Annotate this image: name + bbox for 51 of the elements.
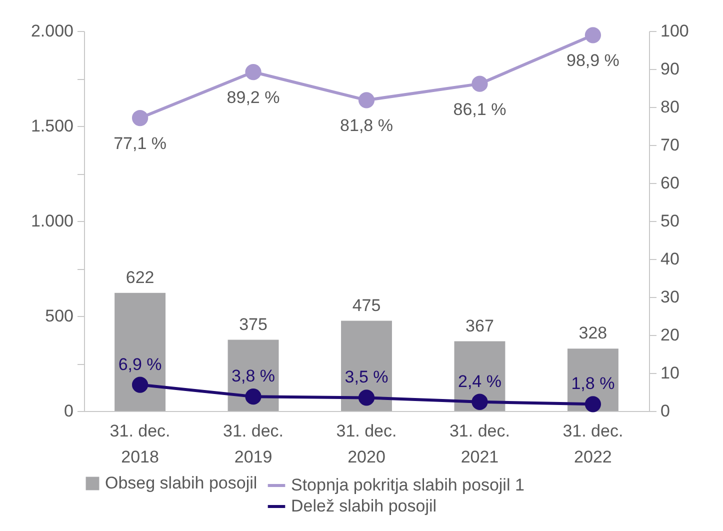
point bbox=[472, 76, 488, 92]
legend-label: Delež slabih posojil bbox=[291, 496, 437, 516]
point bbox=[245, 388, 262, 405]
y2-tick-label: 0 bbox=[660, 402, 670, 420]
data-label: 77,1 % bbox=[114, 134, 167, 154]
y-tick-label: 500 bbox=[45, 306, 74, 326]
point bbox=[358, 390, 375, 406]
y-tick-label: 1.000 bbox=[30, 212, 74, 230]
data-label: 328 bbox=[578, 324, 608, 343]
point bbox=[472, 394, 488, 410]
data-label: 6,9 % bbox=[118, 354, 162, 374]
data-label: 375 bbox=[239, 314, 268, 334]
x-tick-label: 31. dec. 2022 bbox=[562, 422, 624, 466]
data-label: 81,8 % bbox=[340, 116, 393, 136]
legend-label: Obseg slabih posojil bbox=[105, 474, 258, 492]
y2-tick-label: 90 bbox=[660, 60, 680, 78]
y2-tick-label: 80 bbox=[660, 98, 680, 116]
y-tick-label: 0 bbox=[64, 402, 74, 420]
point bbox=[584, 27, 602, 44]
point bbox=[245, 64, 262, 80]
y2-tick-label: 40 bbox=[660, 250, 680, 268]
y-tick-label: 1.500 bbox=[30, 116, 74, 136]
x-tick-label: 31. dec. 2020 bbox=[336, 422, 397, 466]
x-tick-label: 31. dec. 2019 bbox=[223, 422, 284, 466]
data-label: 367 bbox=[466, 316, 494, 336]
y2-tick-label: 20 bbox=[660, 326, 680, 344]
data-label: 3,8 % bbox=[232, 366, 276, 386]
y2-tick-label: 60 bbox=[660, 174, 680, 192]
data-label: 3,5 % bbox=[344, 368, 388, 387]
x-tick-label: 31. dec. 2021 bbox=[449, 422, 510, 466]
y2-tick-label: 50 bbox=[660, 212, 680, 230]
bar bbox=[114, 292, 166, 411]
point bbox=[584, 396, 602, 412]
data-label: 98,9 % bbox=[566, 51, 620, 70]
point bbox=[132, 376, 148, 393]
data-label: 1,8 % bbox=[571, 374, 615, 394]
y2-tick-label: 30 bbox=[660, 288, 680, 306]
data-label: 2,4 % bbox=[458, 372, 502, 391]
y2-tick-label: 10 bbox=[660, 364, 680, 382]
y-tick-label: 2.000 bbox=[30, 22, 74, 40]
data-label: 475 bbox=[352, 296, 381, 315]
point bbox=[132, 110, 148, 126]
bar bbox=[341, 320, 392, 411]
legend-label: Stopnja pokritja slabih posojil 1 bbox=[291, 476, 524, 494]
data-label: 89,2 % bbox=[226, 88, 280, 108]
data-label: 86,1 % bbox=[453, 100, 506, 119]
y2-tick-label: 100 bbox=[660, 22, 689, 40]
x-tick-label: 31. dec. 2018 bbox=[110, 422, 170, 466]
point bbox=[358, 92, 375, 108]
y2-tick-label: 70 bbox=[660, 136, 680, 154]
data-label: 622 bbox=[126, 268, 154, 287]
